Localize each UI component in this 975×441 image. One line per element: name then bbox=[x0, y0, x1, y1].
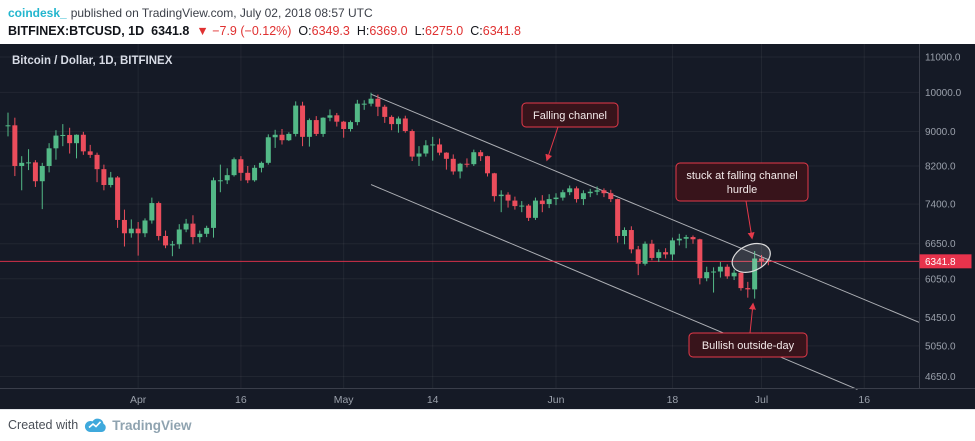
symbol-bar: BITFINEX:BTCUSD, 1D 6341.8 ▼ −7.9 (−0.12… bbox=[8, 23, 975, 40]
open-value: O:6349.3 bbox=[298, 24, 350, 38]
close-value: C:6341.8 bbox=[470, 24, 521, 38]
candles bbox=[5, 92, 771, 299]
svg-text:7400.0: 7400.0 bbox=[925, 200, 956, 211]
svg-text:10000.0: 10000.0 bbox=[925, 88, 962, 99]
time-axis[interactable]: Apr 16 May 14 Jun 18 Jul 16 bbox=[130, 394, 870, 406]
svg-text:5450.0: 5450.0 bbox=[925, 313, 956, 324]
svg-text:4650.0: 4650.0 bbox=[925, 372, 956, 383]
svg-text:Apr: Apr bbox=[130, 394, 147, 406]
attribution-footer: Created with TradingView bbox=[0, 409, 975, 440]
svg-text:16: 16 bbox=[858, 394, 870, 406]
upper-trendline[interactable] bbox=[370, 93, 920, 323]
highlight-ellipse[interactable] bbox=[728, 238, 775, 278]
svg-text:May: May bbox=[334, 394, 355, 406]
high-value: H:6369.0 bbox=[356, 24, 408, 38]
annotation-text: stuck at falling channel bbox=[686, 170, 797, 182]
annotation-text: Falling channel bbox=[533, 110, 607, 122]
published-text: published on TradingView.com, July 02, 2… bbox=[70, 6, 373, 20]
price-change-text: ▼ −7.9 (−0.12%) bbox=[196, 24, 292, 38]
tradingview-link[interactable]: TradingView bbox=[112, 417, 192, 433]
svg-text:5050.0: 5050.0 bbox=[925, 341, 956, 352]
chart-area[interactable]: Falling channel stuck at falling channel h… bbox=[0, 44, 975, 409]
chart-background bbox=[0, 44, 975, 409]
tradingview-logo-icon[interactable] bbox=[84, 417, 106, 433]
svg-text:Jul: Jul bbox=[755, 394, 768, 406]
low-value: L:6275.0 bbox=[414, 24, 464, 38]
svg-text:9000.0: 9000.0 bbox=[925, 127, 956, 138]
annotation-box[interactable] bbox=[521, 102, 619, 128]
candlestick-chart[interactable]: Falling channel stuck at falling channel h… bbox=[0, 44, 975, 409]
author-link[interactable]: coindesk_ bbox=[8, 6, 67, 20]
publish-header: coindesk_ published on TradingView.com, J… bbox=[0, 0, 975, 44]
last-price-tag bbox=[919, 254, 972, 269]
annotation-text: hurdle bbox=[727, 184, 758, 196]
svg-text:16: 16 bbox=[235, 394, 247, 406]
last-price-tag-text: 6341.8 bbox=[925, 257, 956, 268]
svg-text:6650.0: 6650.0 bbox=[925, 239, 956, 250]
annotation-text: Bullish outside-day bbox=[702, 340, 795, 352]
created-with-text: Created with bbox=[8, 418, 79, 432]
annotation-box[interactable] bbox=[675, 162, 809, 202]
last-price-text: 6341.8 bbox=[151, 24, 190, 38]
price-axis[interactable]: 11000.0 10000.0 9000.0 8200.0 7400.0 6650.0 60… bbox=[925, 53, 962, 383]
annotation-box[interactable] bbox=[688, 332, 808, 358]
chart-legend: Bitcoin / Dollar, 1D, BITFINEX bbox=[12, 55, 173, 67]
svg-text:18: 18 bbox=[667, 394, 679, 406]
symbol-text: BITFINEX:BTCUSD, 1D bbox=[8, 24, 145, 38]
svg-text:6050.0: 6050.0 bbox=[925, 274, 956, 285]
svg-text:8200.0: 8200.0 bbox=[925, 161, 956, 172]
svg-text:14: 14 bbox=[427, 394, 439, 406]
svg-text:Jun: Jun bbox=[548, 394, 565, 406]
svg-text:11000.0: 11000.0 bbox=[925, 53, 961, 64]
publish-info: coindesk_ published on TradingView.com, J… bbox=[8, 5, 975, 21]
